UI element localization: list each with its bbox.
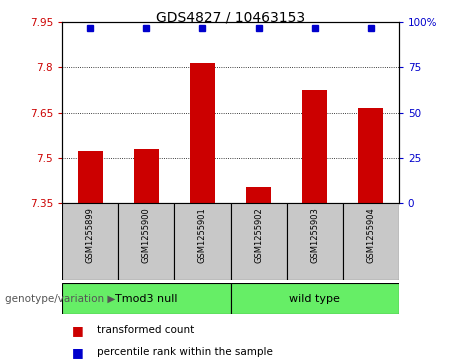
Text: ■: ■ (71, 324, 83, 337)
Bar (230, 283, 399, 314)
Text: GSM1255902: GSM1255902 (254, 207, 263, 263)
Text: GSM1255901: GSM1255901 (198, 207, 207, 263)
Text: GSM1255904: GSM1255904 (366, 207, 375, 263)
Bar (287, 203, 343, 280)
Bar (118, 203, 174, 280)
Bar (190, 63, 215, 203)
Text: GDS4827 / 10463153: GDS4827 / 10463153 (156, 11, 305, 25)
Bar (358, 108, 384, 203)
Bar (174, 203, 230, 280)
Text: GSM1255903: GSM1255903 (310, 207, 319, 263)
Text: transformed count: transformed count (97, 325, 194, 335)
Text: GSM1255900: GSM1255900 (142, 207, 151, 263)
Text: genotype/variation ▶: genotype/variation ▶ (5, 294, 115, 303)
Text: ■: ■ (71, 346, 83, 359)
Text: percentile rank within the sample: percentile rank within the sample (97, 347, 273, 357)
Text: Tmod3 null: Tmod3 null (115, 294, 177, 303)
Bar (230, 203, 287, 280)
Bar (134, 148, 159, 203)
Text: wild type: wild type (289, 294, 340, 303)
Bar (62, 283, 230, 314)
Text: GSM1255899: GSM1255899 (86, 207, 95, 263)
Bar (246, 187, 271, 203)
Bar (302, 90, 327, 203)
Bar (62, 203, 118, 280)
Bar (343, 203, 399, 280)
Bar (77, 151, 103, 203)
